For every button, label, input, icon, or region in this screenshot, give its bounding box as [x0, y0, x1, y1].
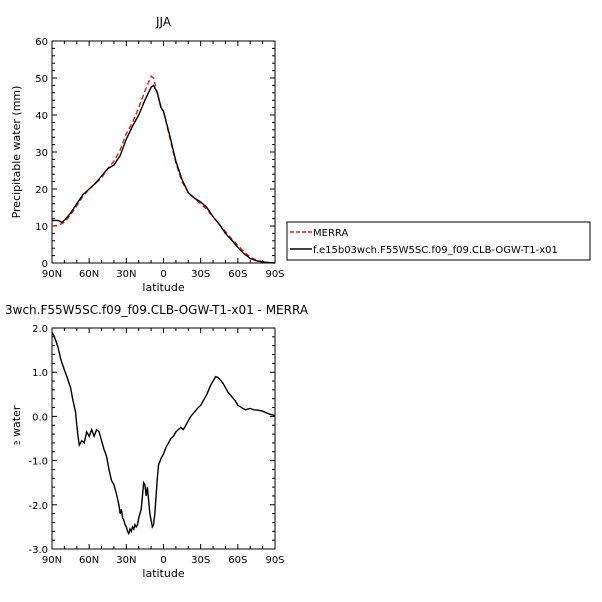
x-tick-label: 90S	[265, 555, 284, 566]
y-tick-label: 0	[42, 259, 48, 270]
bottom-x-axis: 90N 60N 30N 0 30S 60S 90S	[42, 328, 285, 566]
x-tick-label: 30S	[191, 555, 210, 566]
y-tick-label: 0.0	[32, 412, 48, 423]
legend-entry-merra: MERRA	[313, 228, 348, 239]
bottom-panel: 3wch.F55W5SC.f09_f09.CLB-OGW-T1-x01 - ME…	[5, 303, 309, 580]
y-tick-label: 60	[35, 37, 48, 48]
y-tick-label: 1.0	[32, 368, 48, 379]
y-tick-label: 50	[35, 74, 48, 85]
bottom-chart-title: 3wch.F55W5SC.f09_f09.CLB-OGW-T1-x01 - ME…	[5, 303, 309, 317]
x-tick-label: 30N	[116, 269, 136, 280]
top-plot-frame	[51, 40, 276, 264]
top-x-axis-label: latitude	[142, 281, 184, 294]
x-tick-label: 30S	[191, 269, 210, 280]
top-x-axis: 90N 60N 30N 0 30S 60S 90S	[42, 41, 285, 280]
difference-series-line	[51, 332, 276, 536]
y-tick-label: 30	[35, 148, 48, 159]
x-tick-label: 90N	[42, 269, 62, 280]
x-tick-label: 60N	[79, 555, 99, 566]
y-tick-label: 10	[35, 222, 48, 233]
bottom-y-axis-label: Precipitable water (mm)	[10, 372, 23, 505]
y-tick-label: -1.0	[28, 457, 48, 468]
y-tick-label: -2.0	[28, 501, 48, 512]
x-tick-label: 60S	[228, 555, 247, 566]
legend-entry-model: f.e15b03wch.F55W5SC.f09_f09.CLB-OGW-T1-x…	[313, 245, 558, 256]
x-tick-label: 0	[160, 269, 166, 280]
x-tick-label: 30N	[116, 555, 136, 566]
legend: MERRA f.e15b03wch.F55W5SC.f09_f09.CLB-OG…	[286, 221, 591, 261]
y-tick-label: 20	[35, 185, 48, 196]
top-y-axis-label: Precipitable water (mm)	[10, 86, 23, 219]
bottom-y-axis: -3.0 -2.0 -1.0 0.0 1.0 2.0	[28, 324, 275, 556]
top-panel: JJA 0 10 20 30 40 50 60 90N 60N 30N 0 30S 60S 90S la…	[10, 15, 285, 294]
top-y-axis: 0 10 20 30 40 50 60	[35, 37, 275, 270]
x-tick-label: 60N	[79, 269, 99, 280]
top-series-lines	[51, 75, 276, 264]
x-tick-label: 90S	[265, 269, 284, 280]
top-chart-title: JJA	[155, 15, 172, 29]
bottom-series-lines	[51, 332, 276, 536]
y-tick-label: 2.0	[32, 324, 48, 335]
x-tick-label: 60S	[228, 269, 247, 280]
x-tick-label: 0	[160, 555, 166, 566]
legend-box	[286, 221, 591, 261]
merra-series-line	[51, 75, 276, 264]
y-tick-label: 40	[35, 111, 48, 122]
bottom-x-axis-label: latitude	[142, 567, 184, 580]
y-tick-label: -3.0	[28, 545, 48, 556]
f-e15b03wch-f55w5sc-f09-f09-clb-ogw-t1-x01-series-line	[52, 84, 276, 264]
x-tick-label: 90N	[42, 555, 62, 566]
